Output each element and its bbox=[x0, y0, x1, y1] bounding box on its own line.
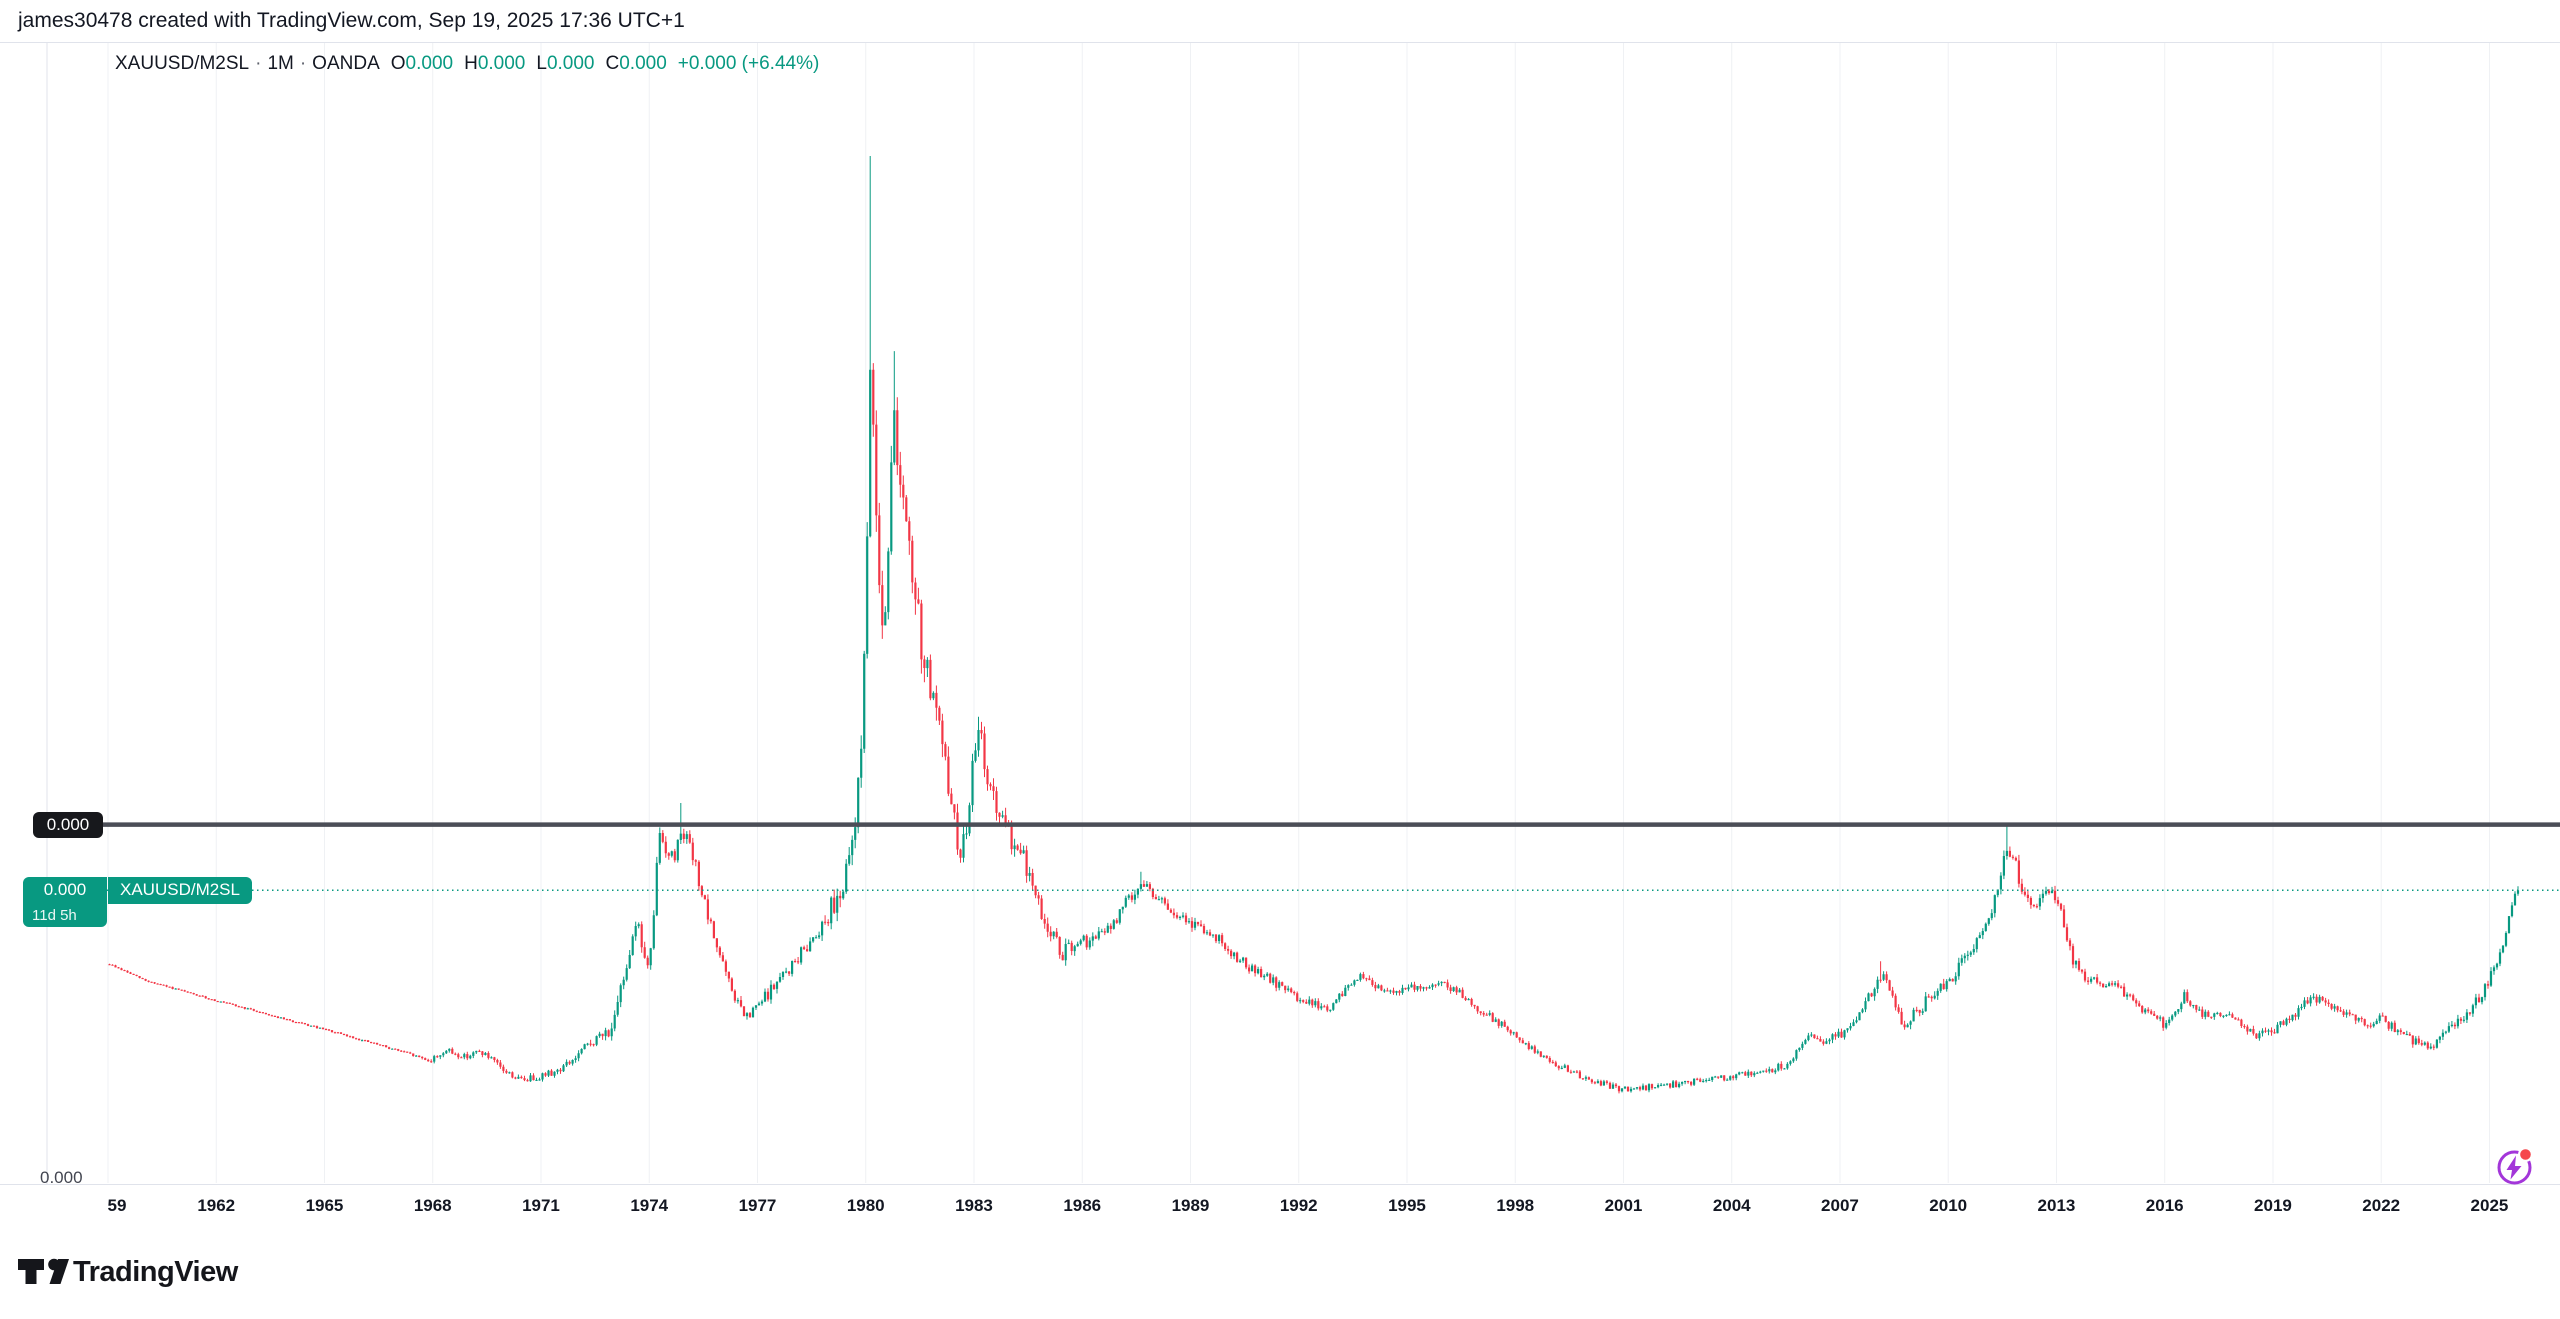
price-scale-bottom-label: 0.000 bbox=[40, 1168, 83, 1187]
legend-interval: 1M bbox=[267, 53, 294, 74]
lightning-bolt-icon bbox=[2506, 1155, 2522, 1180]
legend-ohlc-pair: L0.000 bbox=[536, 53, 595, 74]
time-axis-label: 1980 bbox=[846, 1196, 885, 1215]
time-axis-label: 1977 bbox=[738, 1196, 777, 1215]
price-line-symbol-tag: XAUUSD/M2SL bbox=[108, 876, 252, 904]
time-axis-label: 2019 bbox=[2254, 1196, 2292, 1215]
time-axis-label: 1968 bbox=[413, 1196, 452, 1215]
tradingview-brand-text[interactable]: TradingView bbox=[73, 1256, 238, 1288]
time-axis-label: 59 bbox=[107, 1196, 127, 1215]
time-axis-label: 2004 bbox=[1712, 1196, 1751, 1215]
legend-ohlc-pair: O0.000 bbox=[390, 53, 454, 74]
time-axis-label: 1998 bbox=[1496, 1196, 1535, 1215]
time-axis-label: 1995 bbox=[1388, 1196, 1426, 1215]
bar-countdown: 11d 5h bbox=[32, 906, 77, 924]
time-axis-label: 2022 bbox=[2362, 1196, 2401, 1215]
current-price-value: 0.000 bbox=[43, 880, 87, 900]
time-axis-label: 1989 bbox=[1171, 1196, 1210, 1215]
time-axis-label: 1965 bbox=[305, 1196, 344, 1215]
time-axis-label: 1986 bbox=[1063, 1196, 1102, 1215]
legend-separator: · bbox=[299, 53, 307, 74]
time-axis-label: 1983 bbox=[955, 1196, 993, 1215]
legend-ohlc-pair: H0.000 bbox=[464, 53, 526, 74]
legend-ohlc-values: O0.000 H0.000 L0.000 C0.000 bbox=[380, 53, 667, 74]
legend-ohlc-pair: C0.000 bbox=[605, 53, 667, 74]
time-axis-label: 1974 bbox=[630, 1196, 669, 1215]
legend-separator: · bbox=[255, 53, 262, 74]
time-axis-label: 2013 bbox=[2037, 1196, 2076, 1215]
time-axis-label: 1992 bbox=[1279, 1196, 1318, 1215]
legend-exchange: OANDA bbox=[312, 53, 380, 74]
time-axis-label: 2001 bbox=[1604, 1196, 1643, 1215]
time-axis-label: 2016 bbox=[2145, 1196, 2184, 1215]
time-axis-label: 2007 bbox=[1821, 1196, 1859, 1215]
time-axis-label: 2010 bbox=[1929, 1196, 1968, 1215]
time-axis-label: 1962 bbox=[197, 1196, 236, 1215]
legend-symbol: XAUUSD/M2SL bbox=[115, 53, 250, 74]
horizontal-line-price-label: 0.000 bbox=[33, 811, 103, 838]
chart-legend: XAUUSD/M2SL · 1M · OANDA O0.000 H0.000 L0.000 C0… bbox=[115, 53, 819, 75]
tradingview-logo-icon[interactable] bbox=[18, 1258, 74, 1286]
flash-button-circle bbox=[2497, 1150, 2532, 1185]
notification-dot bbox=[2520, 1149, 2531, 1160]
current-price-label: 0.000 11d 5h bbox=[23, 876, 107, 927]
time-axis-label: 2025 bbox=[2470, 1196, 2509, 1215]
attribution-text: james30478 created with TradingView.com,… bbox=[18, 9, 685, 32]
legend-change: +0.000 (+6.44%) bbox=[677, 53, 820, 74]
refresh-flash-button[interactable] bbox=[2495, 1147, 2535, 1187]
time-axis-label: 1971 bbox=[522, 1196, 560, 1215]
